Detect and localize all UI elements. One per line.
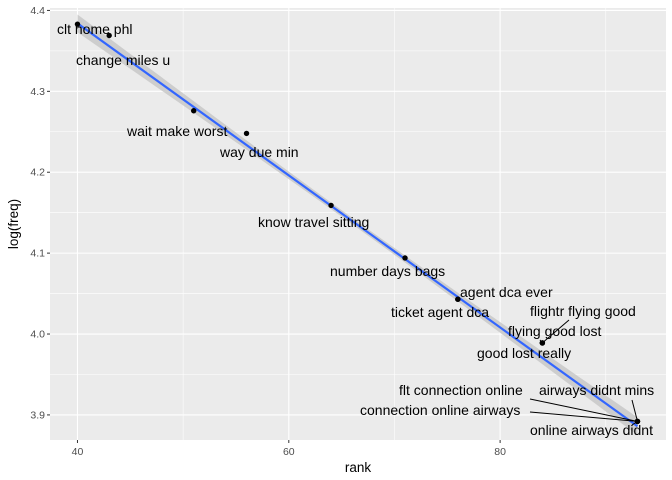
point-label: know travel sitting (258, 214, 369, 230)
y-tick-label: 3.9 (30, 409, 45, 421)
point-label: change miles u (76, 52, 170, 68)
label-segment-layer (529, 319, 638, 426)
y-tick-label: 4.1 (30, 248, 45, 260)
label-segment (529, 398, 638, 422)
data-point (243, 130, 250, 137)
point-layer (74, 21, 641, 425)
point-label: connection online airways (360, 402, 520, 418)
x-tick-label: 40 (72, 446, 84, 458)
point-label: clt home phl (57, 21, 132, 37)
label-segment (542, 319, 570, 344)
y-tick-label: 4.0 (30, 329, 45, 341)
y-axis-title: log(freq) (6, 199, 21, 249)
fit-line-layer (76, 22, 639, 428)
y-tick-label: 4.4 (30, 5, 45, 17)
point-label: airways didnt mins (539, 382, 654, 398)
data-point (634, 418, 641, 425)
data-point (539, 340, 546, 346)
grid-minor (50, 8, 666, 440)
point-label: flying good lost (508, 323, 602, 339)
point-label: flightr flying good (530, 303, 636, 319)
data-point (455, 296, 461, 302)
point-label: way due min (219, 144, 299, 160)
x-axis-title: rank (345, 460, 372, 475)
data-point (190, 108, 197, 114)
data-point (328, 202, 334, 209)
x-tick-label: 60 (283, 446, 295, 458)
y-tick-label: 4.3 (30, 86, 45, 98)
point-label: ticket agent dca (391, 304, 489, 320)
axis-layer: 40 60 80 3.9 4.0 4.1 4.2 4.3 4.4 (30, 5, 506, 458)
label-segment (529, 411, 638, 422)
y-tick-label: 4.2 (30, 167, 45, 179)
data-point (74, 21, 81, 27)
point-label: number days bags (330, 263, 445, 279)
point-label-layer: clt home phl change miles u wait make wors… (57, 21, 654, 438)
x-tick-label: 80 (494, 446, 506, 458)
point-label: flt connection online (399, 382, 523, 398)
fit-line (76, 22, 639, 428)
point-label: good lost really (477, 345, 571, 361)
data-point (106, 32, 112, 39)
point-label: wait make worst (126, 123, 227, 139)
point-label: agent dca ever (460, 284, 553, 300)
data-point (402, 255, 408, 261)
label-segment (631, 399, 638, 422)
point-label: online airways didnt (530, 422, 653, 438)
